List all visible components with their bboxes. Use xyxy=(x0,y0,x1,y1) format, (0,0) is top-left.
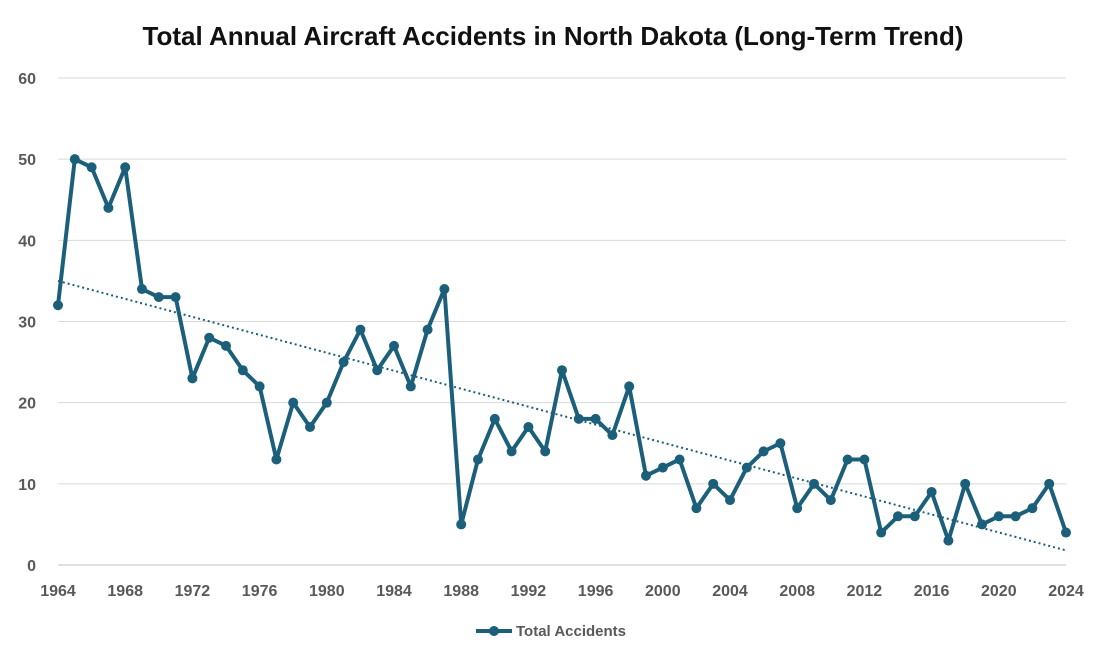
data-point-2014 xyxy=(893,511,903,522)
y-tick-label: 0 xyxy=(27,558,36,575)
data-point-1976 xyxy=(254,381,265,392)
y-tick-label: 20 xyxy=(18,396,36,413)
x-tick-label: 2008 xyxy=(779,583,815,600)
data-point-1992 xyxy=(523,422,534,433)
legend-label: Total Accidents xyxy=(516,623,626,640)
data-point-1989 xyxy=(473,454,483,465)
data-point-1971 xyxy=(170,292,181,303)
data-point-1996 xyxy=(590,413,601,424)
data-point-1966 xyxy=(86,162,97,173)
data-point-1975 xyxy=(237,365,248,376)
data-point-2003 xyxy=(708,478,719,489)
data-point-2008 xyxy=(792,503,803,514)
data-point-1991 xyxy=(506,446,517,457)
data-point-2016 xyxy=(926,486,937,497)
data-point-1964 xyxy=(53,300,63,311)
x-tick-label: 2024 xyxy=(1048,583,1084,600)
data-point-2024 xyxy=(1061,527,1071,538)
data-point-1999 xyxy=(641,470,651,481)
data-point-1969 xyxy=(137,284,147,295)
x-tick-label: 2020 xyxy=(981,583,1017,600)
data-point-1994 xyxy=(557,365,567,376)
data-point-2018 xyxy=(960,478,971,489)
data-point-2020 xyxy=(993,511,1004,522)
data-point-1990 xyxy=(489,413,500,424)
x-tick-label: 1972 xyxy=(175,583,211,600)
data-point-2011 xyxy=(842,454,853,465)
data-point-2000 xyxy=(657,462,668,473)
data-point-2005 xyxy=(741,462,752,473)
data-point-1993 xyxy=(540,446,551,457)
data-point-2021 xyxy=(1010,511,1021,522)
x-tick-label: 2016 xyxy=(914,583,950,600)
y-tick-label: 30 xyxy=(18,315,36,332)
data-point-1987 xyxy=(439,284,450,295)
gridlines xyxy=(58,77,1066,566)
x-tick-label: 1964 xyxy=(40,583,76,600)
y-tick-label: 60 xyxy=(18,71,36,88)
data-point-2023 xyxy=(1044,478,1055,489)
data-point-1978 xyxy=(288,397,299,408)
trendline xyxy=(57,279,1067,552)
x-tick-label: 1988 xyxy=(443,583,479,600)
x-tick-label: 1976 xyxy=(242,583,278,600)
y-tick-label: 10 xyxy=(18,477,36,494)
data-point-1967 xyxy=(103,202,114,213)
legend-marker-dot xyxy=(489,626,499,636)
data-point-1986 xyxy=(422,324,433,335)
data-point-1968 xyxy=(120,162,131,173)
data-point-2013 xyxy=(876,527,887,538)
x-axis-ticks: 1964 1968 1972 1976 1980 1984 1988 1992 1996 2000… xyxy=(40,583,1084,600)
data-point-1998 xyxy=(624,381,635,392)
x-tick-label: 1968 xyxy=(107,583,143,600)
data-point-2010 xyxy=(825,495,836,506)
x-tick-label: 1996 xyxy=(578,583,614,600)
data-point-1977 xyxy=(271,454,282,465)
data-point-2007 xyxy=(775,438,786,449)
data-point-2022 xyxy=(1027,503,1038,514)
data-point-2006 xyxy=(758,446,769,457)
data-point-2017 xyxy=(943,535,954,546)
data-point-2019 xyxy=(977,519,987,530)
data-point-2012 xyxy=(859,454,870,465)
data-point-1983 xyxy=(372,365,383,376)
data-point-2015 xyxy=(909,511,920,522)
data-point-1985 xyxy=(405,381,416,392)
series-points xyxy=(53,154,1071,546)
data-point-2009 xyxy=(809,478,819,489)
y-tick-label: 40 xyxy=(18,233,36,250)
data-point-1970 xyxy=(153,292,164,303)
data-point-1974 xyxy=(221,340,231,351)
chart-title: Total Annual Aircraft Accidents in North… xyxy=(143,21,964,51)
data-point-1979 xyxy=(305,422,315,433)
data-point-1972 xyxy=(187,373,198,384)
data-point-1997 xyxy=(607,430,618,441)
y-tick-label: 50 xyxy=(18,152,36,169)
data-point-2002 xyxy=(691,503,702,514)
data-point-1981 xyxy=(338,357,349,368)
data-point-2004 xyxy=(725,495,735,506)
data-point-1982 xyxy=(355,324,366,335)
data-point-2001 xyxy=(674,454,685,465)
y-axis-ticks: 0 10 20 30 40 50 60 xyxy=(18,71,36,575)
data-point-1965 xyxy=(69,154,80,165)
x-tick-label: 1980 xyxy=(309,583,345,600)
x-tick-label: 2012 xyxy=(847,583,883,600)
legend: Total Accidents xyxy=(476,623,626,640)
x-tick-label: 1984 xyxy=(376,583,412,600)
data-point-1973 xyxy=(204,332,215,343)
data-point-1995 xyxy=(573,413,584,424)
x-tick-label: 2004 xyxy=(712,583,748,600)
x-tick-label: 2000 xyxy=(645,583,681,600)
data-point-1988 xyxy=(456,519,467,530)
data-point-1980 xyxy=(321,397,332,408)
x-tick-label: 1992 xyxy=(511,583,547,600)
data-point-1984 xyxy=(389,340,399,351)
